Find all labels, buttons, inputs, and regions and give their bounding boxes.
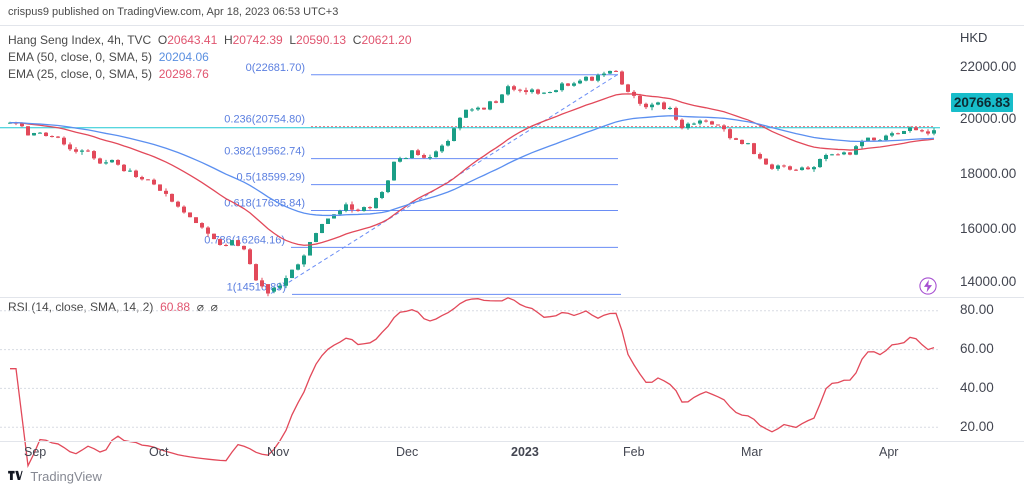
svg-text:0.618(17635.84): 0.618(17635.84) — [224, 198, 305, 210]
svg-text:0.382(19562.74): 0.382(19562.74) — [224, 146, 305, 158]
svg-text:0(22681.70): 0(22681.70) — [246, 62, 305, 74]
svg-text:0.236(20754.80): 0.236(20754.80) — [224, 114, 305, 126]
svg-text:0.5(18599.29): 0.5(18599.29) — [237, 172, 306, 184]
svg-text:1(14516.89): 1(14516.89) — [227, 281, 286, 293]
svg-text:0.786(16264.16): 0.786(16264.16) — [204, 234, 285, 246]
